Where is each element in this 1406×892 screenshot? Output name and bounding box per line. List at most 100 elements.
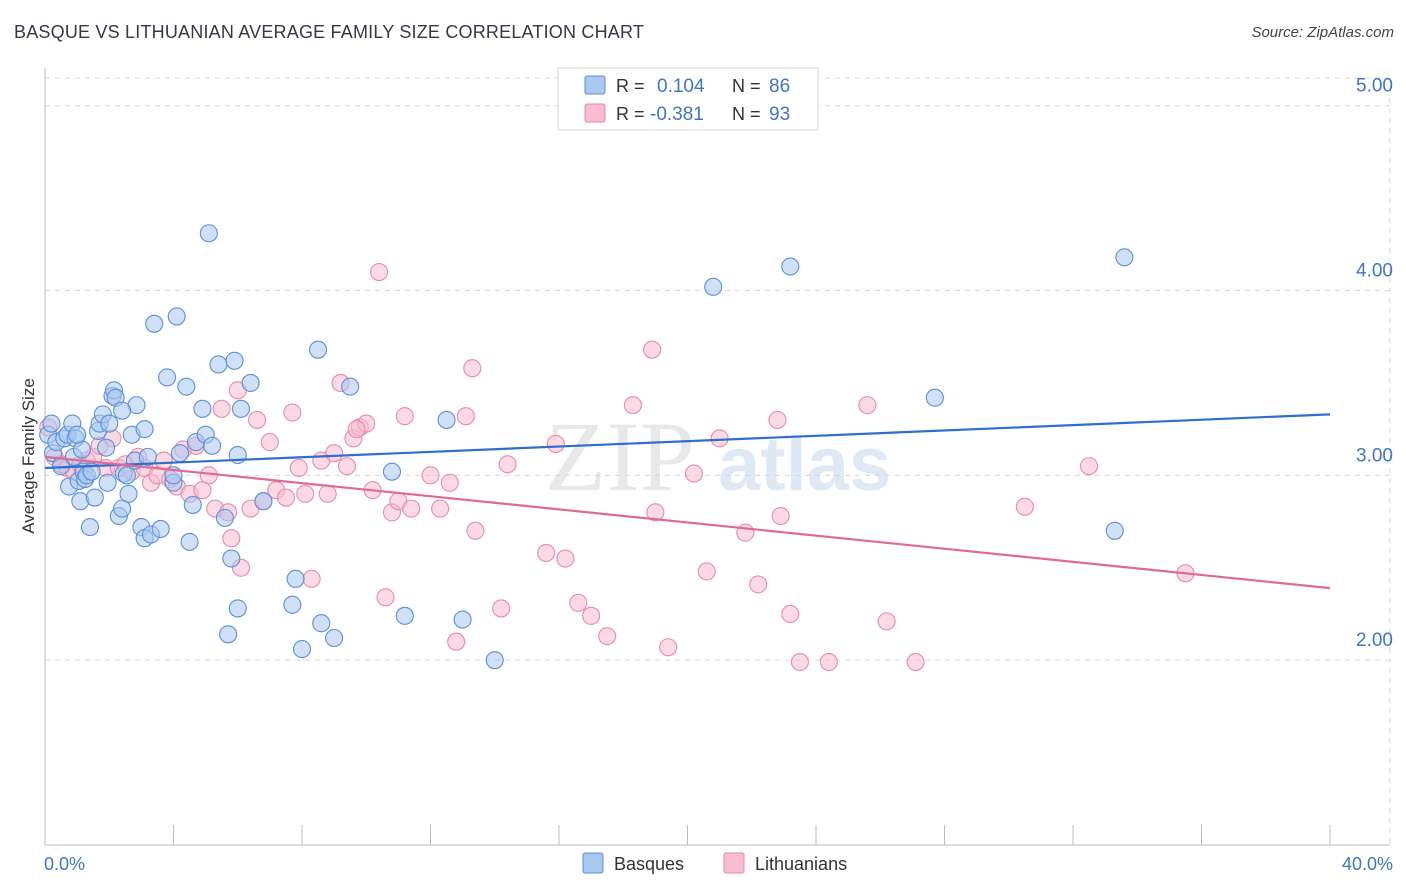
lithuanian-point-27: [212, 399, 231, 418]
basque-point-69: [325, 628, 344, 648]
basque-point-77: [781, 257, 800, 276]
lithuanian-point-69: [569, 593, 588, 612]
lithuanian-point-46: [337, 457, 357, 476]
basque-point-74: [453, 610, 472, 629]
basques-points: [39, 224, 1134, 670]
lithuanian-point-25: [199, 466, 218, 485]
lithuanian-point-70: [582, 606, 601, 625]
lithuanian-point-78: [710, 429, 729, 448]
lithuanian-point-75: [659, 638, 678, 657]
lithuanian-point-83: [781, 604, 800, 624]
basque-point-33: [119, 484, 138, 503]
basque-point-56: [215, 508, 234, 527]
lithuanian-point-64: [492, 599, 511, 618]
basque-point-17: [80, 518, 100, 537]
lithuanian-point-60: [447, 632, 466, 651]
lithuanian-point-90: [1080, 457, 1099, 476]
legend-n-label-1: N =: [732, 76, 761, 96]
basque-point-76: [704, 277, 723, 296]
x-tick-label-1: 40.0%: [1342, 854, 1393, 874]
lithuanian-point-33: [247, 410, 267, 429]
chart-title: BASQUE VS LITHUANIAN AVERAGE FAMILY SIZE…: [14, 22, 645, 42]
lithuanian-point-73: [643, 340, 662, 359]
x-tick-label-0: 0.0%: [44, 854, 85, 874]
lithuanian-point-84: [790, 652, 809, 672]
lithuanian-point-81: [768, 410, 787, 429]
legend-n-value-2: 93: [769, 104, 790, 125]
y-tick-label-0: 2.00: [1356, 630, 1393, 651]
lithuanian-point-82: [771, 506, 790, 526]
lithuanian-point-72: [623, 396, 642, 415]
basque-point-53: [199, 224, 218, 243]
lithuanian-point-38: [283, 403, 302, 422]
lithuanian-point-40: [296, 484, 315, 503]
basque-point-42: [151, 519, 170, 539]
basque-point-18: [82, 462, 101, 481]
basque-point-68: [312, 614, 331, 633]
legend-r-label-1: R =: [616, 76, 645, 96]
lithuanian-point-85: [819, 652, 838, 672]
lithuanian-point-87: [877, 612, 896, 631]
basque-point-66: [292, 640, 312, 659]
basque-point-78: [925, 388, 944, 407]
basque-point-49: [183, 495, 202, 514]
lithuanian-point-35: [260, 433, 279, 452]
y-tick-labels: 2.00 3.00 4.00 5.00: [1356, 76, 1393, 651]
basque-point-63: [219, 625, 238, 644]
y-axis-label: Average Family Size: [19, 378, 38, 534]
basque-point-43: [158, 368, 177, 387]
basque-point-59: [228, 599, 247, 618]
basque-point-83: [135, 420, 154, 439]
lithuanian-point-61: [456, 407, 475, 426]
basque-point-25: [100, 414, 119, 433]
x-tick-labels: 0.0% 40.0%: [44, 854, 1393, 874]
lithuanian-point-76: [684, 464, 703, 483]
basque-point-58: [225, 351, 244, 370]
basque-point-32: [117, 466, 136, 485]
basque-point-62: [254, 492, 273, 511]
basque-point-70: [341, 377, 360, 396]
y-tick-label-3: 5.00: [1356, 76, 1393, 97]
y-tick-label-2: 4.00: [1356, 261, 1393, 282]
basque-point-67: [309, 340, 328, 359]
lithuanian-point-62: [463, 359, 482, 378]
lithuanian-point-41: [302, 569, 321, 588]
basque-point-71: [382, 462, 402, 481]
lithuanian-point-68: [556, 549, 575, 568]
lithuanian-point-92: [347, 420, 366, 439]
lithuanian-point-51: [370, 263, 389, 282]
lithuanians-points: [39, 263, 1195, 672]
series-swatch-lithuanians: [723, 852, 745, 874]
trend-lines: [44, 413, 1331, 590]
lithuanian-point-86: [858, 396, 877, 415]
lithuanian-point-67: [546, 434, 565, 453]
lithuanian-point-63: [466, 521, 485, 540]
legend-r-value-1: 0.104: [657, 76, 705, 97]
basque-point-24: [98, 473, 117, 492]
basque-point-54: [203, 436, 222, 455]
basque-point-41: [145, 314, 164, 333]
basque-point-65: [283, 595, 302, 614]
lithuanian-point-66: [537, 543, 556, 563]
basque-point-51: [193, 399, 212, 418]
series-legend: Basques Lithuanians: [582, 852, 847, 874]
basque-trend-line: [44, 413, 1331, 470]
basque-point-39: [138, 447, 157, 466]
lithuanian-point-29: [222, 529, 241, 548]
lithuanian-point-89: [1015, 497, 1034, 516]
lithuanian-point-39: [289, 458, 308, 478]
basque-point-61: [241, 373, 260, 393]
lithuanian-point-88: [906, 652, 925, 672]
basque-point-45: [167, 307, 186, 326]
legend-stats: R = 0.104 N = 86 R = -0.381 N = 93: [557, 67, 819, 131]
lithuanian-trend-line: [44, 455, 1331, 590]
basque-point-1: [42, 414, 61, 433]
basque-point-75: [485, 651, 504, 670]
lithuanian-point-57: [421, 466, 440, 485]
basque-point-57: [222, 549, 241, 568]
series-label-basques: Basques: [614, 854, 684, 874]
lithuanian-point-44: [325, 444, 344, 463]
basque-point-46: [170, 444, 189, 463]
lithuanian-point-65: [498, 455, 517, 474]
